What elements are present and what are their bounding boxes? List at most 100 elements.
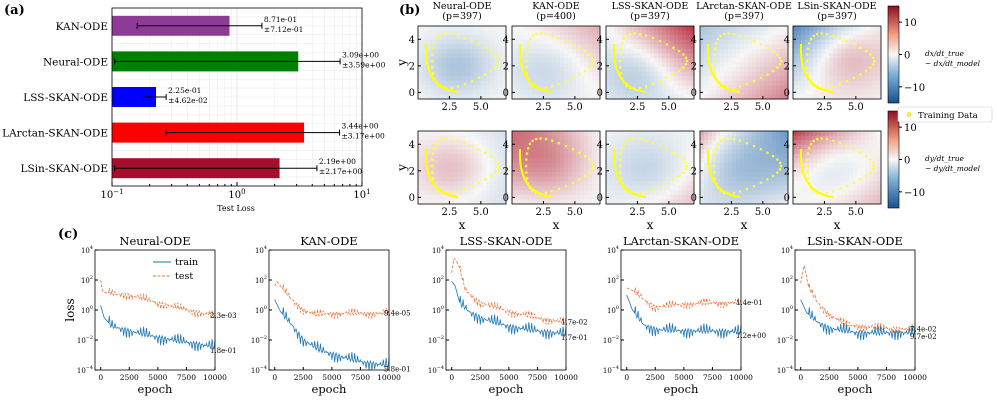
heatmap-cell (458, 35, 463, 41)
heatmap-cell (438, 181, 443, 187)
heatmap-cell (662, 76, 667, 82)
heatmap-cell (426, 199, 431, 205)
heatmap-cell (809, 53, 814, 59)
heatmap-cell (708, 194, 713, 200)
heatmap-cell (614, 94, 619, 100)
heatmap-cell (642, 144, 647, 150)
heatmap-cell (720, 153, 725, 159)
heatmap-cell (740, 35, 745, 41)
heatmap-cell (861, 80, 866, 86)
heatmap-cell (772, 176, 777, 182)
heatmap-cell (877, 71, 882, 77)
heatmap-cell (438, 80, 443, 86)
heatmap-cell (662, 44, 667, 50)
heatmap-cell (853, 26, 858, 31)
heatmap-cell (618, 194, 623, 200)
heatmap-cell (490, 53, 495, 59)
heatmap-cell (768, 153, 773, 159)
heatmap-cell (470, 158, 475, 164)
heatmap-cell (458, 158, 463, 164)
heatmap-cell (756, 26, 761, 31)
heatmap-cell (422, 62, 427, 68)
heatmap-cell (622, 199, 627, 205)
heatmap-cell (430, 39, 435, 45)
heatmap-cell (682, 62, 687, 68)
legend-label: Training Data (918, 111, 978, 121)
heatmap-cell (845, 85, 850, 91)
heatmap-cell (748, 62, 753, 68)
y-tick-label: 4 (597, 140, 603, 151)
heatmap-cell (560, 62, 565, 68)
heatmap-cell (833, 153, 838, 159)
heatmap-cell (813, 167, 818, 173)
heatmap-cell (552, 48, 557, 54)
heatmap-cell (532, 181, 537, 187)
heatmap-cell (528, 39, 533, 45)
heatmap-cell (780, 158, 785, 164)
heatmap-cell (662, 48, 667, 54)
heatmap-cell (516, 30, 521, 36)
heatmap-cell (670, 85, 675, 91)
heatmap-cell (784, 67, 789, 73)
heatmap-cell (458, 80, 463, 86)
heatmap-cell (520, 199, 525, 205)
heatmap-cell (458, 39, 463, 45)
training-point (622, 37, 626, 41)
heatmap-cell (638, 153, 643, 159)
heatmap-cell (536, 185, 541, 191)
heatmap-cell (728, 185, 733, 191)
training-point (672, 73, 675, 76)
heatmap-cell (772, 35, 777, 41)
heatmap-cell (466, 62, 471, 68)
heatmap-cell (634, 89, 639, 95)
heatmap-cell (564, 53, 569, 59)
heatmap-cell (626, 26, 631, 31)
training-point (564, 184, 568, 188)
heatmap-cell (536, 67, 541, 73)
heatmap-cell (494, 53, 499, 59)
heatmap-cell (446, 194, 451, 200)
heatmap-cell (768, 48, 773, 54)
heatmap-cell (580, 158, 585, 164)
y-tick-label: 102 (607, 275, 619, 285)
y-tick-label: 2 (409, 166, 415, 177)
heatmap-cell (666, 131, 671, 136)
heatmap-cell (638, 185, 643, 191)
y-tick-label: 104 (255, 245, 267, 255)
heatmap-cell (704, 135, 709, 141)
heatmap-cell (446, 167, 451, 173)
heatmap-cell (556, 44, 561, 50)
heatmap-cell (776, 39, 781, 45)
heatmap-cell (502, 199, 507, 205)
heatmap-cell (622, 153, 627, 159)
heatmap-cell (618, 190, 623, 196)
heatmap-cell (877, 172, 882, 178)
heatmap-cell (470, 94, 475, 100)
heatmap-cell (610, 167, 615, 173)
heatmap-cell (801, 131, 806, 136)
heatmap-cell (760, 48, 765, 54)
heatmap-cell (596, 71, 601, 77)
heatmap-cell (580, 185, 585, 191)
heatmap-cell (596, 48, 601, 54)
heatmap-cell (536, 172, 541, 178)
heatmap-cell (744, 162, 749, 168)
heatmap-cell (869, 94, 874, 100)
heatmap-cell (474, 76, 479, 82)
heatmap-cell (821, 48, 826, 54)
heatmap-cell (670, 48, 675, 54)
training-point (430, 164, 434, 168)
heatmap-cell (486, 71, 491, 77)
heatmap-cell (708, 35, 713, 41)
heatmap-cell (736, 153, 741, 159)
heatmap-cell (654, 53, 659, 59)
heatmap-cell (556, 71, 561, 77)
heatmap-cell (817, 53, 822, 59)
training-point (727, 137, 730, 140)
heatmap-cell (700, 85, 705, 91)
heatmap-cell (512, 176, 517, 182)
heatmap-cell (426, 158, 431, 164)
heatmap-cell (606, 44, 611, 50)
heatmap-cell (536, 140, 541, 146)
